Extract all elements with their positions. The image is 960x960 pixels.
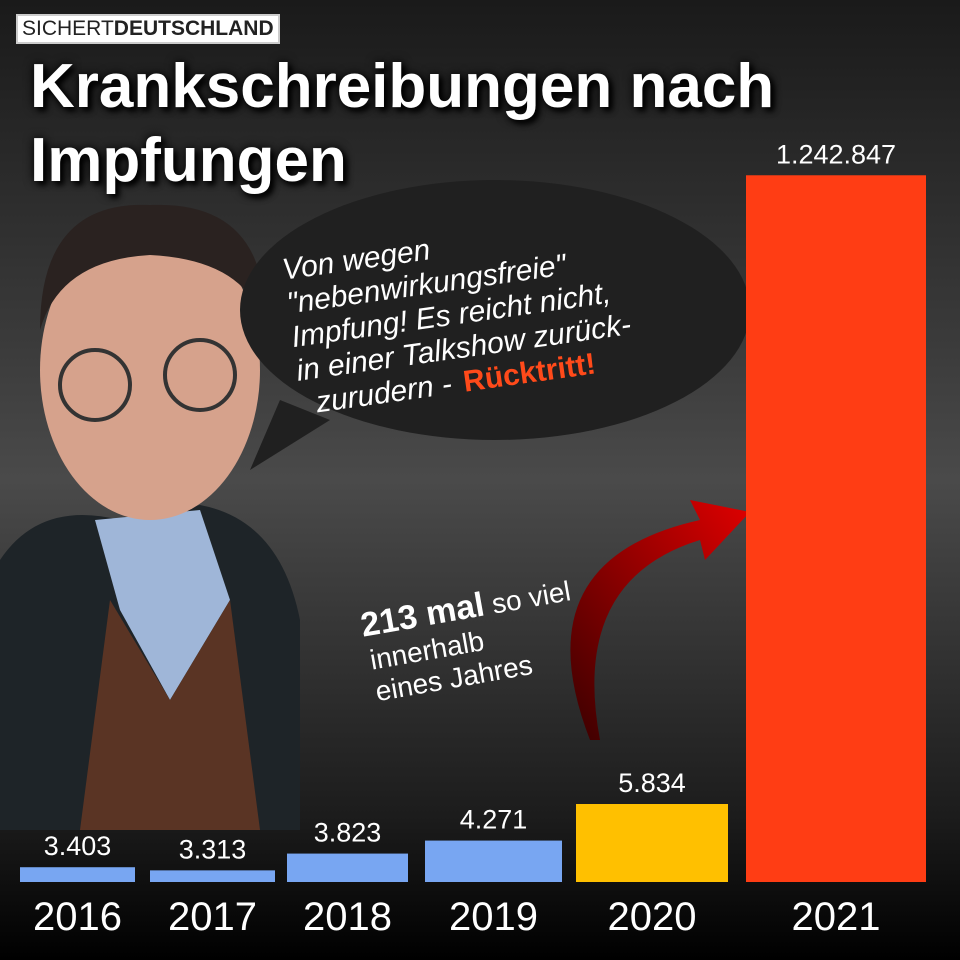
- arrow: [570, 500, 750, 740]
- value-label: 3.823: [314, 818, 382, 848]
- speech-bubble: [240, 180, 750, 440]
- value-label: 3.403: [44, 831, 112, 861]
- bar: [20, 867, 135, 882]
- bar: [576, 804, 728, 882]
- title: Krankschreibungen nach Impfungen: [30, 52, 775, 195]
- value-label: 5.834: [618, 768, 686, 798]
- x-tick-label: 2021: [792, 895, 881, 939]
- brand: SICHERTDEUTSCHLAND: [16, 14, 280, 44]
- plot: 3.403 2016 3.313 2017 3.823 2018 4.271 2019 5.83…: [20, 139, 926, 939]
- x-tick-label: 2018: [303, 895, 392, 939]
- x-tick-label: 2019: [449, 895, 538, 939]
- x-tick-label: 2017: [168, 895, 257, 939]
- value-label: 1.242.847: [776, 139, 896, 169]
- x-tick-label: 2016: [33, 895, 122, 939]
- bubble-tail: [250, 400, 330, 470]
- value-label: 4.271: [460, 805, 528, 835]
- value-label: 3.313: [179, 834, 247, 864]
- brand-light: SICHERT: [22, 17, 114, 40]
- brand-bold: DEUTSCHLAND: [113, 17, 274, 40]
- annotation-rest: so viel: [489, 575, 573, 619]
- x-tick-label: 2020: [608, 895, 697, 939]
- bar: [425, 840, 562, 882]
- portrait: [0, 204, 300, 830]
- bar: [287, 853, 408, 882]
- bar: [150, 870, 275, 882]
- bar: [746, 175, 926, 883]
